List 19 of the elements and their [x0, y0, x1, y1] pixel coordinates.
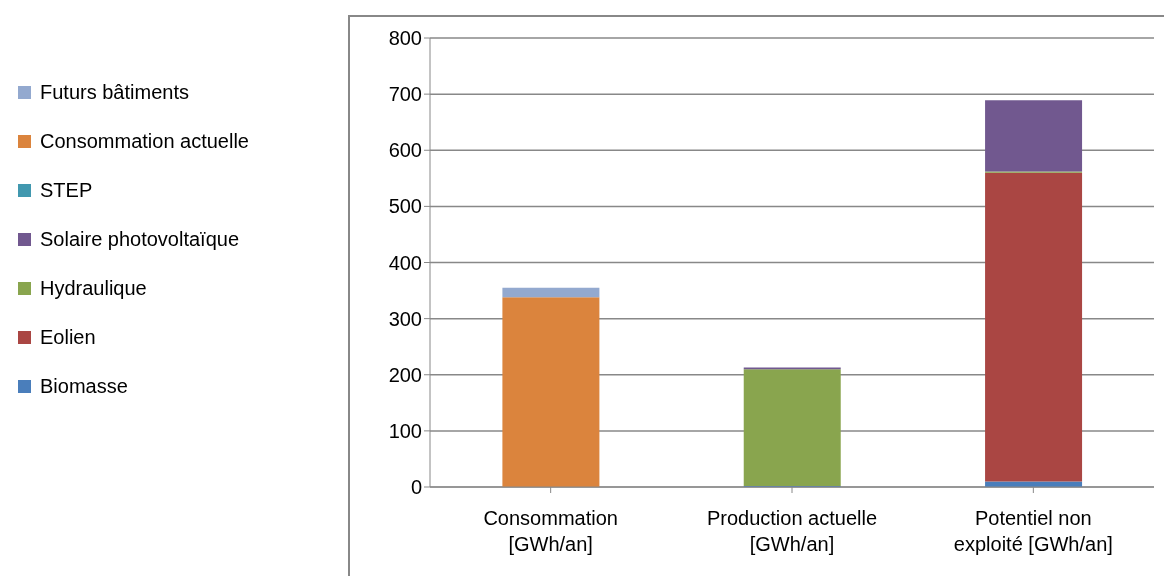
x-tick-label: Potentiel non exploité [GWh/an] [953, 507, 1113, 555]
x-tick-label: Production actuelle [GWh/an] [706, 507, 878, 555]
legend-label: Eolien [40, 326, 96, 349]
legend-label: Biomasse [40, 375, 128, 398]
legend-label: Hydraulique [40, 277, 147, 300]
y-tick-label: 700 [388, 83, 422, 106]
y-tick-label: 800 [388, 27, 422, 50]
y-tick-label: 300 [388, 307, 422, 330]
y-tick-label: 0 [410, 476, 422, 499]
y-tick-label: 500 [388, 195, 422, 218]
legend-label: Solaire photovoltaïque [40, 228, 240, 251]
legend-label: Futurs bâtiments [40, 81, 189, 104]
y-tick-label: 400 [388, 251, 422, 274]
y-tick-label: 100 [388, 419, 422, 442]
legend-label: STEP [40, 179, 93, 202]
legend-label: Consommation actuelle [40, 130, 249, 153]
y-tick-label: 600 [388, 139, 422, 162]
x-tick-label: Consommation [GWh/an] [483, 507, 618, 555]
y-tick-label: 200 [388, 363, 422, 386]
